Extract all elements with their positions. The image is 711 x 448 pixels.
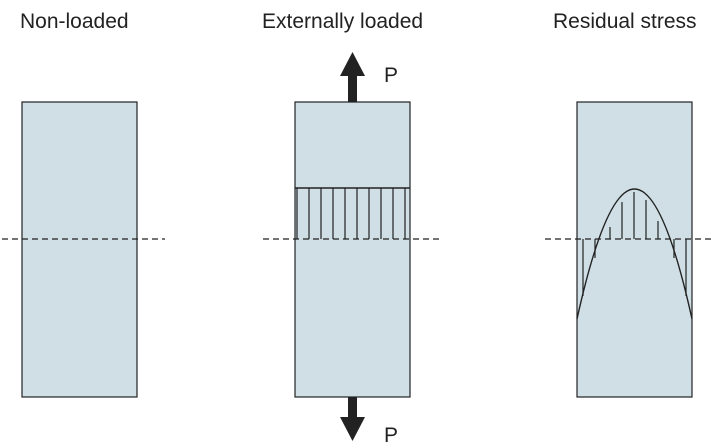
panel-residual-stress [545, 101, 711, 398]
specimen-bar-externally-loaded [294, 101, 411, 398]
load-arrow-down-icon [340, 397, 365, 441]
load-arrow-up-icon [340, 52, 365, 102]
panel-non-loaded [2, 101, 165, 398]
residual-stress-distribution [576, 188, 693, 320]
panel-title-residual-stress: Residual stress [553, 10, 697, 33]
uniform-stress-distribution [295, 187, 410, 239]
specimen-bar-residual-stress [576, 101, 693, 398]
force-label-top: P [384, 64, 399, 87]
panel-title-non-loaded: Non-loaded [20, 10, 129, 33]
panel-externally-loaded [263, 52, 440, 441]
residual-stress-envelope [576, 188, 693, 320]
panel-title-externally-loaded: Externally loaded [262, 10, 424, 33]
specimen-bar-non-loaded [21, 101, 138, 398]
force-label-bottom: P [384, 424, 399, 447]
